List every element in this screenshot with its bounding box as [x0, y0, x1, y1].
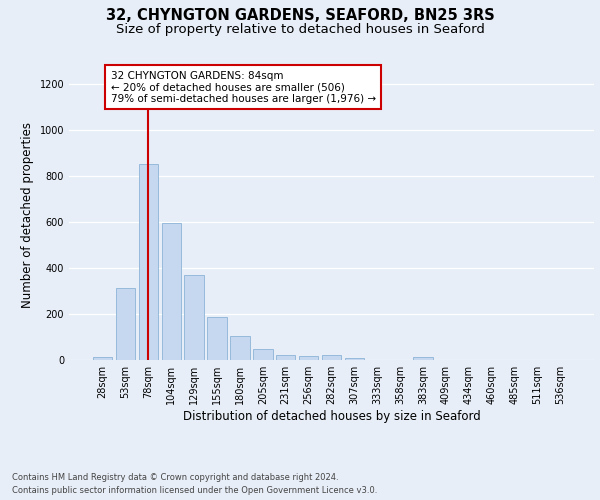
- Text: 32 CHYNGTON GARDENS: 84sqm
← 20% of detached houses are smaller (506)
79% of sem: 32 CHYNGTON GARDENS: 84sqm ← 20% of deta…: [110, 70, 376, 104]
- Bar: [413, 357, 433, 360]
- Bar: [322, 356, 341, 360]
- Bar: [344, 358, 364, 360]
- Bar: [116, 288, 135, 360]
- Bar: [161, 223, 181, 360]
- Bar: [230, 336, 250, 360]
- Text: Size of property relative to detached houses in Seaford: Size of property relative to detached ho…: [116, 22, 484, 36]
- Bar: [184, 275, 204, 360]
- Text: Contains public sector information licensed under the Open Government Licence v3: Contains public sector information licen…: [12, 486, 377, 495]
- Y-axis label: Number of detached properties: Number of detached properties: [21, 122, 34, 308]
- Bar: [93, 356, 112, 360]
- X-axis label: Distribution of detached houses by size in Seaford: Distribution of detached houses by size …: [182, 410, 481, 423]
- Bar: [139, 164, 158, 360]
- Text: 32, CHYNGTON GARDENS, SEAFORD, BN25 3RS: 32, CHYNGTON GARDENS, SEAFORD, BN25 3RS: [106, 8, 494, 22]
- Text: Contains HM Land Registry data © Crown copyright and database right 2024.: Contains HM Land Registry data © Crown c…: [12, 474, 338, 482]
- Bar: [299, 356, 319, 360]
- Bar: [276, 355, 295, 360]
- Bar: [253, 349, 272, 360]
- Bar: [208, 318, 227, 360]
